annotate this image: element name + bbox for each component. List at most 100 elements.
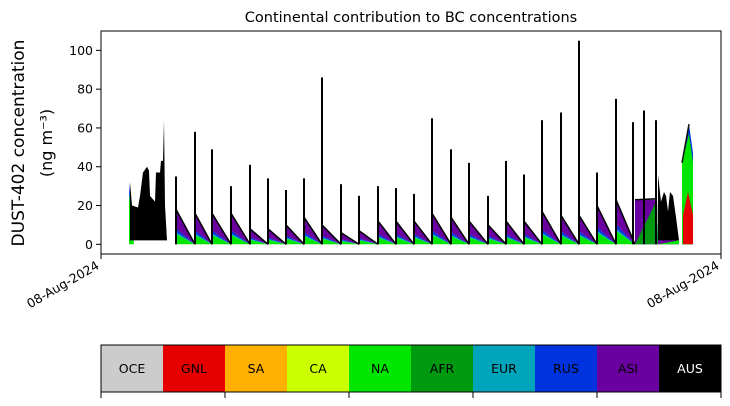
legend-label-na: NA [371,361,389,376]
colorbar-legend: OCE GNL SA CA NA AFR EUR RUS ASI AUS [100,344,722,398]
area-rus [176,228,195,245]
area-na [579,235,597,245]
area-na [506,237,524,245]
legend-swatch-oce [101,345,164,392]
area-aus-edge [249,228,269,245]
area-aus-edge [634,197,658,201]
area-aus-cluster [658,174,679,241]
area-na [414,237,432,245]
area-na [542,234,561,245]
legend-swatch-rus [535,345,598,392]
area-rus [250,237,268,245]
area-aus-edge [681,123,690,163]
area-eur [616,228,635,245]
area-na [469,237,488,245]
area-rus [286,235,304,245]
area-na [597,232,616,245]
area-aus-edge [541,210,562,245]
legend-frame [100,344,722,393]
area-aus-edge [285,224,305,245]
area-aus-edge [211,212,232,245]
area-rus [322,235,341,245]
area-aus-edge [395,220,415,245]
x-axis: 08-Aug-2024 08-Aug-2024 [24,254,722,311]
legend-label-gnl: GNL [181,361,207,376]
area-na [396,237,414,245]
area-aus-edge [578,214,598,245]
legend-swatch-na [349,345,412,392]
area-aus-edge [194,212,213,245]
area-aus-edge [321,224,342,245]
area-aus-edge [450,216,470,245]
legend-swatch-aus [659,345,722,392]
area-rus [359,238,378,245]
legend-label-eur: EUR [491,361,517,376]
area-eur [579,234,597,245]
area-na [524,237,542,245]
area-aus-edge [303,216,323,245]
area-na [322,238,341,245]
area-na [378,237,396,245]
area-aus-edge [523,220,543,245]
area-aus-edge [358,230,379,245]
legend-label-oce: OCE [119,361,146,376]
area-na [286,238,304,245]
legend-label-afr: AFR [430,361,455,376]
area-aus-edge [487,224,507,245]
area-na [268,239,286,245]
area-aus-edge [340,232,360,245]
area-rus [212,230,231,245]
area-aus-edge [175,209,196,245]
area-aus-edge [615,199,636,245]
legend-label-asi: ASI [618,361,638,376]
area-aus-edge [431,212,452,245]
y-tick-label: 100 [69,43,93,58]
plot-area [129,40,693,245]
legend-swatch-sa [225,345,288,392]
area-na [488,238,506,245]
area-aus-cluster [130,120,167,241]
x-tick-label: 08-Aug-2024 [644,258,722,311]
area-na [561,235,579,245]
y-tick-label: 0 [85,237,93,252]
area-afr [635,199,658,245]
area-rus [268,237,286,245]
legend-label-ca: CA [309,361,327,376]
y-tick-label: 60 [77,120,93,135]
y-axis: 0 20 40 60 80 100 [69,43,101,252]
area-na [341,240,359,245]
legend-swatch-ca [287,345,350,392]
area-eur [561,234,579,245]
legend-swatch-afr [411,345,474,392]
area-aus-edge [267,228,287,245]
area-aus-edge [560,214,580,245]
area-rus [432,230,451,245]
area-aus-edge [230,212,251,245]
y-axis-label: DUST-402 concentration [9,40,29,247]
area-aus-edge [468,220,489,245]
area-eur [542,232,561,245]
legend-swatch-gnl [163,345,226,392]
legend-label-rus: RUS [553,361,579,376]
area-na [658,240,679,245]
chart-title: Continental contribution to BC concentra… [245,10,577,26]
y-tick-label: 40 [77,159,93,174]
legend-swatch-asi [597,345,660,392]
legend-label-aus: AUS [677,361,703,376]
area-aus-edge [596,205,617,245]
y-axis-label-units: (ng m⁻³) [37,109,56,177]
area-aus-edge [413,220,433,245]
y-tick-label: 20 [77,198,93,213]
area-aus-edge [505,220,525,245]
legend-label-sa: SA [248,361,265,376]
plot-frame [100,30,722,255]
area-na [250,239,268,245]
legend-swatch-eur [473,345,536,392]
area-eur [359,239,378,245]
area-rus [195,230,212,245]
x-tick-label: 08-Aug-2024 [24,258,102,311]
area-rus [488,235,506,245]
y-tick-label: 80 [77,82,93,97]
area-rus [231,230,250,245]
